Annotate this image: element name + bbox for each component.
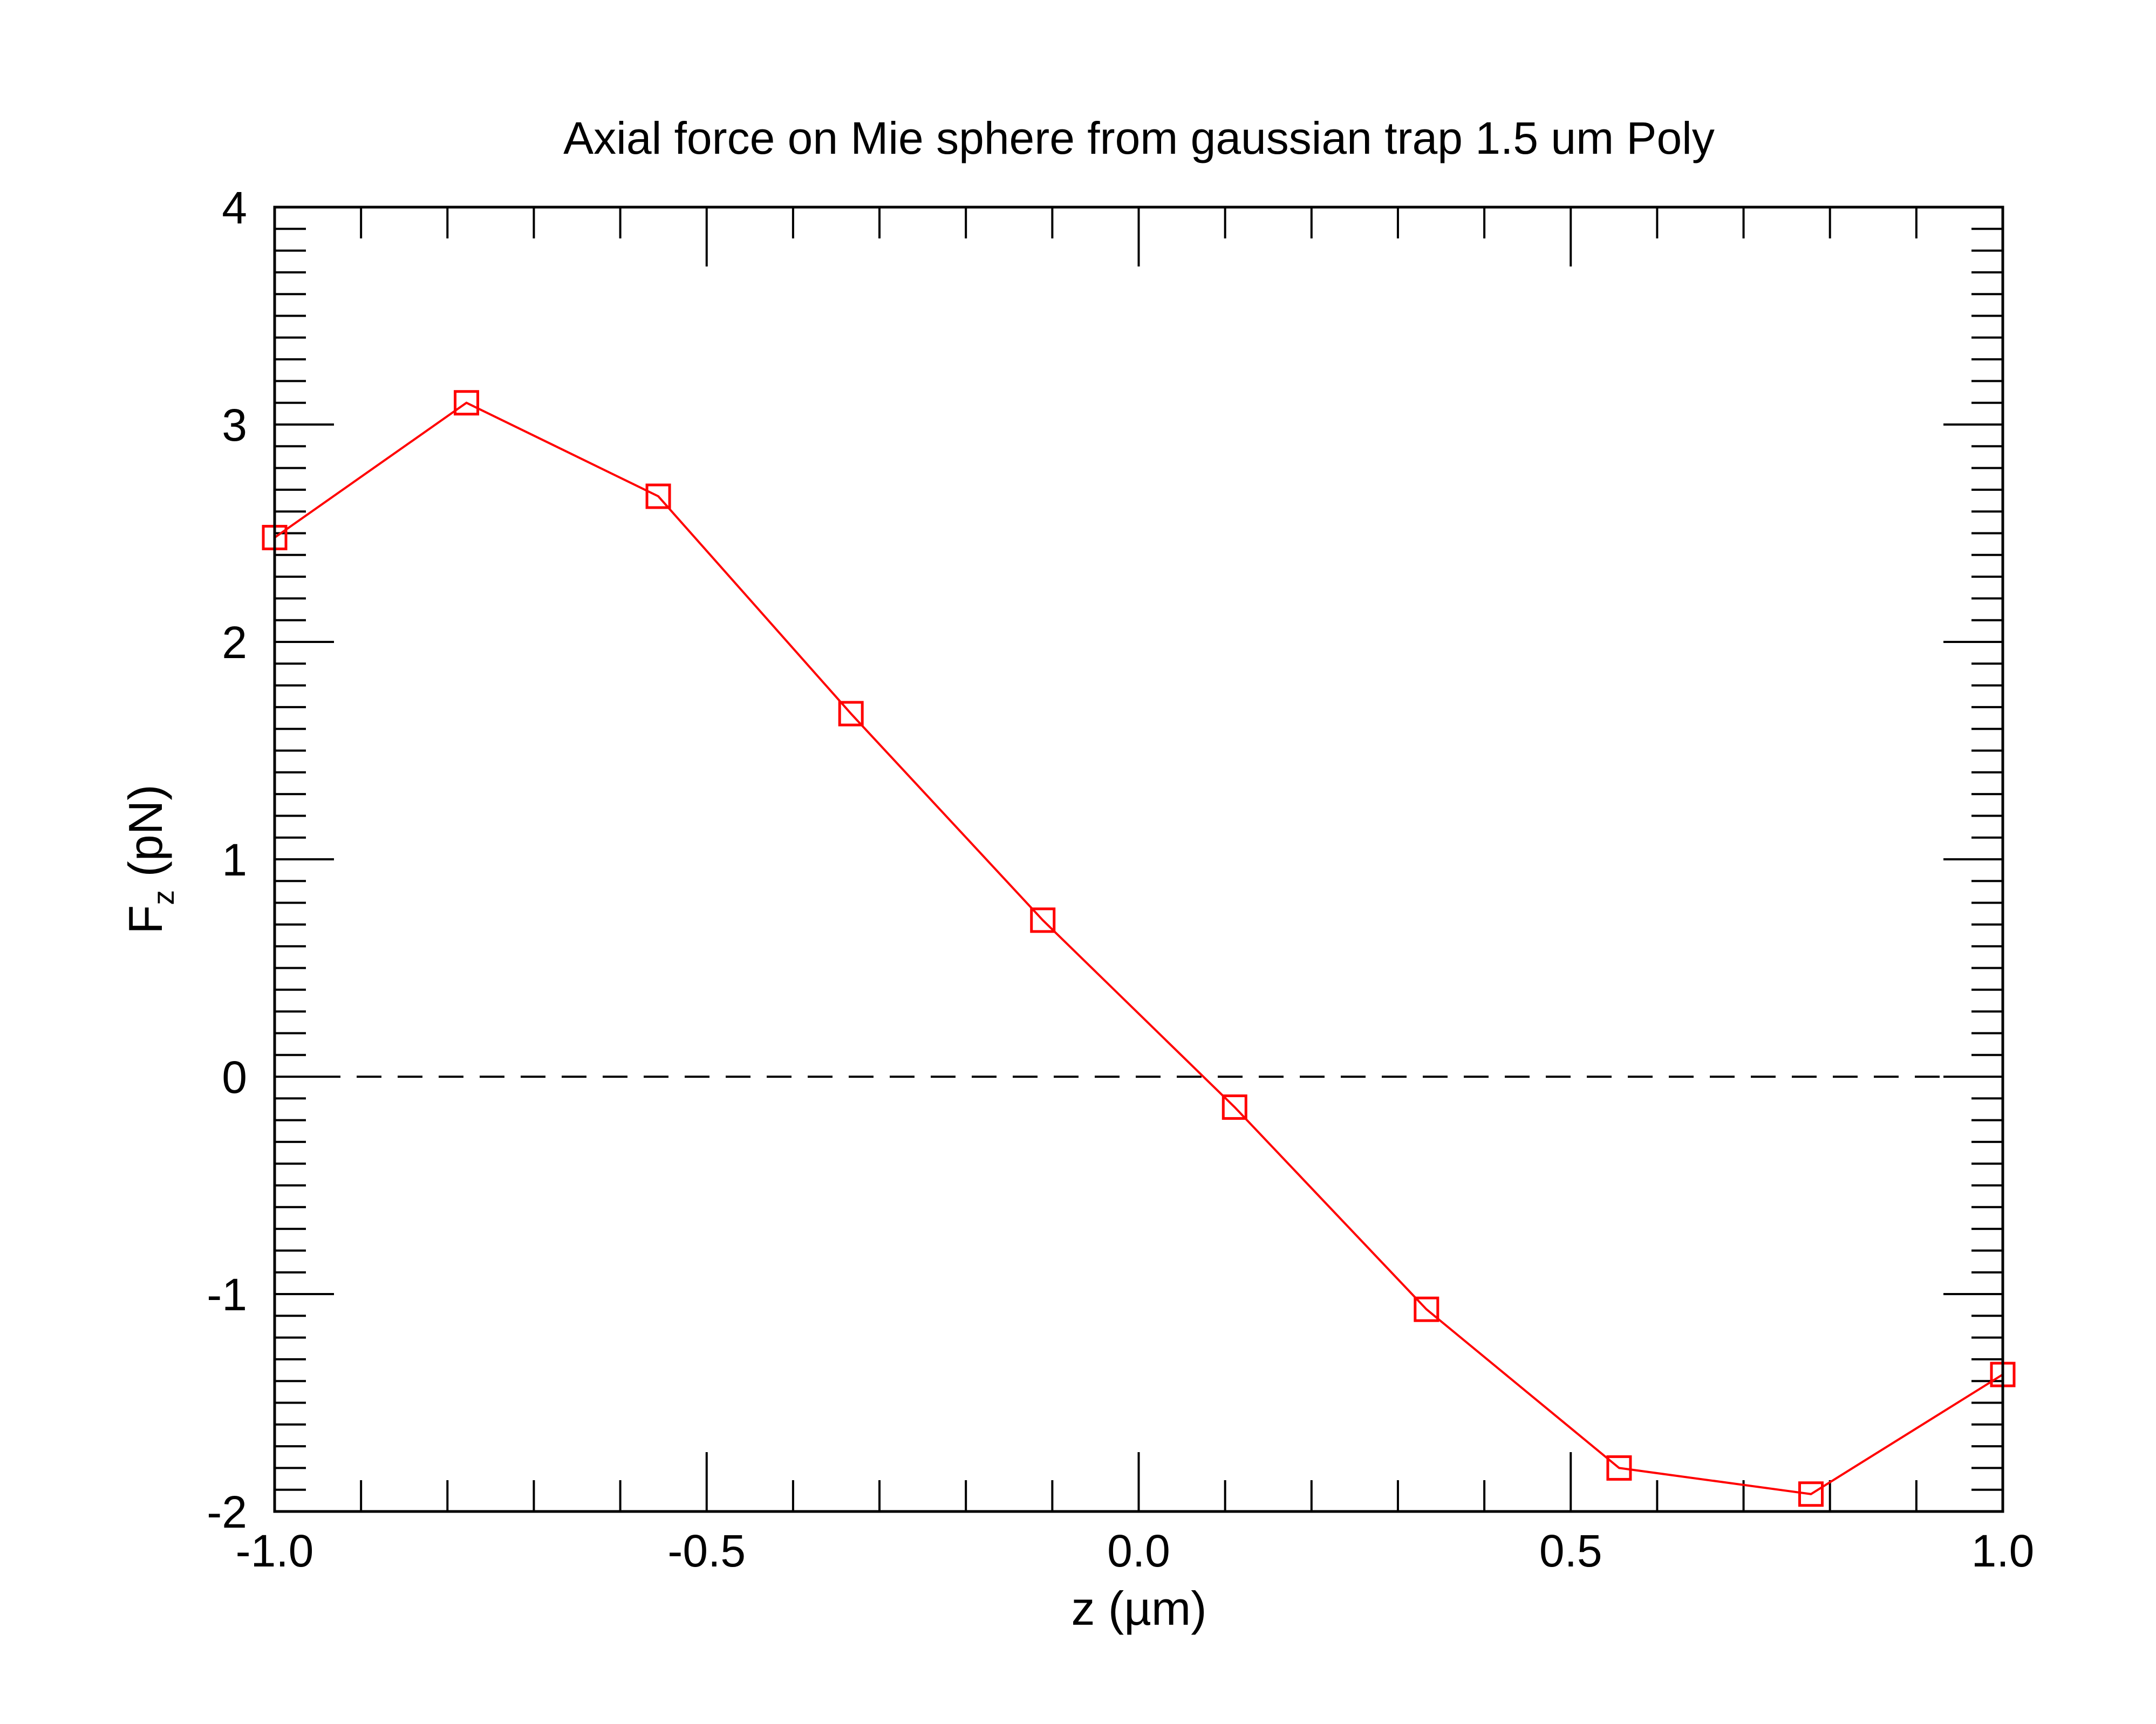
y-tick-label: 0	[222, 1052, 247, 1103]
x-tick-label: -0.5	[667, 1525, 746, 1576]
series-group	[262, 390, 2016, 1507]
series-line	[274, 401, 2004, 1495]
y-axis-label-main: F	[119, 905, 172, 934]
x-tick-label: 0.5	[1539, 1525, 1602, 1576]
data-point-marker	[645, 483, 671, 509]
x-tick-label: 0.0	[1107, 1525, 1170, 1576]
y-axis-label: Fz (pN)	[119, 784, 180, 934]
chart-title: Axial force on Mie sphere from gaussian …	[563, 113, 1715, 163]
data-point-marker	[1222, 1094, 1247, 1120]
y-tick-label: 1	[222, 834, 247, 885]
y-tick-label: 4	[222, 182, 247, 233]
tick-marks	[274, 206, 2004, 1513]
y-tick-label: 2	[222, 617, 247, 668]
data-point-marker	[1798, 1481, 1824, 1507]
plot-frame	[273, 206, 2004, 1513]
x-tick-label: 1.0	[1971, 1525, 2035, 1576]
x-tick-label: -1.0	[236, 1525, 314, 1576]
y-axis-label-subscript: z	[146, 890, 180, 905]
y-tick-label: -1	[207, 1269, 247, 1320]
data-point-marker	[838, 701, 864, 727]
tick-labels: -1.0 -0.5 0.0 0.5 1.0 -2 -1 0 1 2 3 4	[207, 182, 2034, 1576]
data-point-marker	[1606, 1455, 1632, 1481]
data-point-marker	[1030, 907, 1056, 933]
data-point-marker	[454, 390, 480, 416]
y-axis-label-unit: (pN)	[119, 784, 172, 890]
y-tick-label: 3	[222, 400, 247, 450]
data-point-marker	[1414, 1296, 1439, 1322]
x-axis-label: z (µm)	[1071, 1582, 1206, 1635]
y-tick-label: -2	[207, 1487, 247, 1537]
